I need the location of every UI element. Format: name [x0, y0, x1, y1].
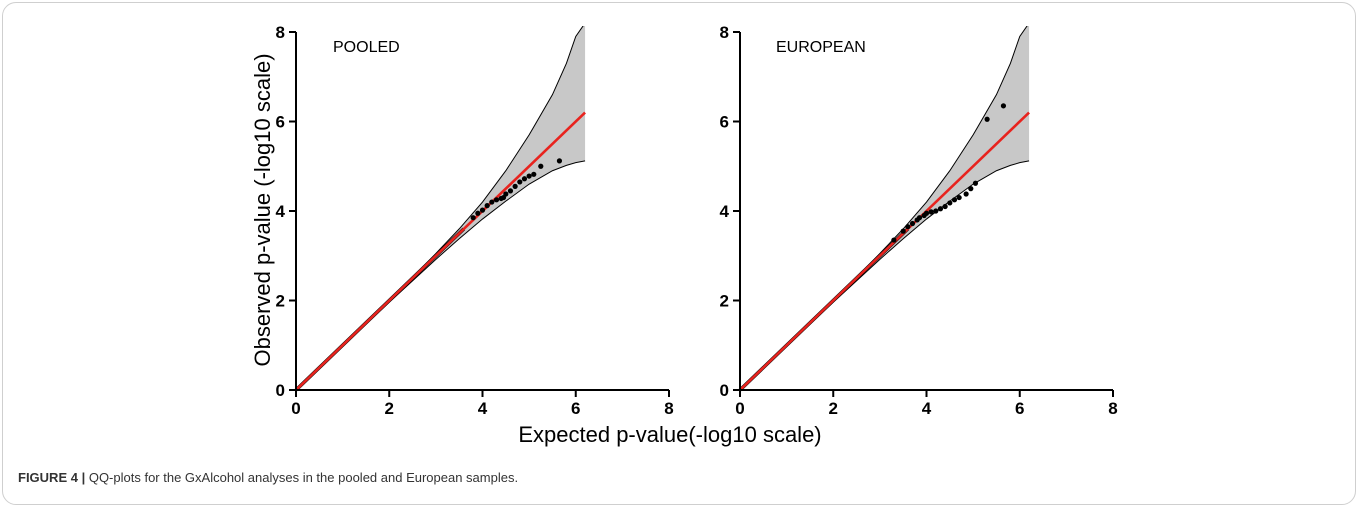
data-point [489, 199, 495, 205]
x-tick-label: 8 [664, 399, 673, 418]
qq-plot-pooled: 0 2 4 6 8 0 2 4 6 8 POOLED [276, 23, 674, 418]
panel-title: POOLED [333, 39, 400, 56]
x-tick-label: 4 [922, 399, 932, 418]
x-axis-label: Expected p-value(-log10 scale) [518, 422, 821, 447]
data-point [916, 215, 923, 221]
x-tick-label: 0 [291, 399, 300, 418]
x-tick-label: 6 [571, 399, 580, 418]
x-tick-label: 4 [478, 399, 488, 418]
data-point [521, 176, 528, 182]
data-point [538, 163, 544, 169]
data-point [972, 180, 979, 186]
panel-title: EUROPEAN [776, 39, 866, 56]
y-tick-label: 8 [720, 23, 729, 42]
x-tick-label: 2 [385, 399, 394, 418]
data-point [968, 186, 974, 192]
confidence-band-upper [296, 26, 584, 390]
confidence-band-lower [739, 160, 1030, 391]
x-tick-label: 0 [735, 399, 744, 418]
data-point [1000, 103, 1007, 109]
data-point [470, 215, 476, 221]
y-tick-label: 2 [720, 292, 729, 311]
qq-plot-european: 0 2 4 6 8 0 2 4 6 8 EUROPEAN [720, 23, 1118, 418]
data-point [963, 191, 969, 197]
data-point [479, 207, 486, 213]
data-point [951, 197, 958, 203]
data-point [503, 191, 509, 197]
data-point [475, 210, 481, 216]
data-point [933, 208, 939, 214]
data-point [956, 194, 962, 201]
data-point [484, 203, 490, 209]
y-tick-label: 0 [276, 381, 285, 400]
y-tick-label: 6 [720, 113, 729, 132]
data-point [531, 171, 537, 177]
data-point [984, 116, 990, 122]
confidence-band-upper [740, 26, 1028, 390]
figure-caption-text: QQ-plots for the GxAlcohol analyses in t… [88, 470, 519, 485]
y-tick-label: 8 [276, 23, 285, 42]
y-tick-label: 4 [276, 202, 286, 221]
data-point [517, 179, 523, 185]
x-tick-label: 2 [829, 399, 838, 418]
data-point [928, 209, 934, 215]
figure-caption-label: FIGURE 4 | [18, 470, 86, 485]
reference-line [295, 111, 586, 391]
y-tick-label: 2 [276, 292, 285, 311]
data-point [900, 228, 906, 234]
data-point [512, 183, 518, 189]
data-point [507, 188, 514, 194]
confidence-band-lower [295, 160, 586, 391]
reference-line [739, 111, 1030, 391]
confidence-band [740, 26, 1030, 390]
y-tick-label: 6 [276, 113, 285, 132]
y-axis-label: Observed p-value (-log10 scale) [250, 53, 275, 366]
x-tick-label: 8 [1108, 399, 1117, 418]
data-point [923, 210, 930, 216]
data-point [942, 203, 948, 210]
y-tick-label: 0 [720, 381, 729, 400]
data-point [905, 224, 911, 230]
data-point [493, 197, 500, 203]
y-tick-label: 4 [720, 202, 730, 221]
data-point [947, 200, 953, 206]
figure-caption: FIGURE 4 | QQ-plots for the GxAlcohol an… [18, 470, 518, 485]
confidence-band [296, 26, 586, 390]
x-tick-label: 6 [1015, 399, 1024, 418]
data-point [891, 237, 897, 243]
data-point [556, 158, 563, 164]
data-point [909, 220, 916, 227]
data-point [526, 173, 532, 179]
data-point [937, 206, 944, 212]
